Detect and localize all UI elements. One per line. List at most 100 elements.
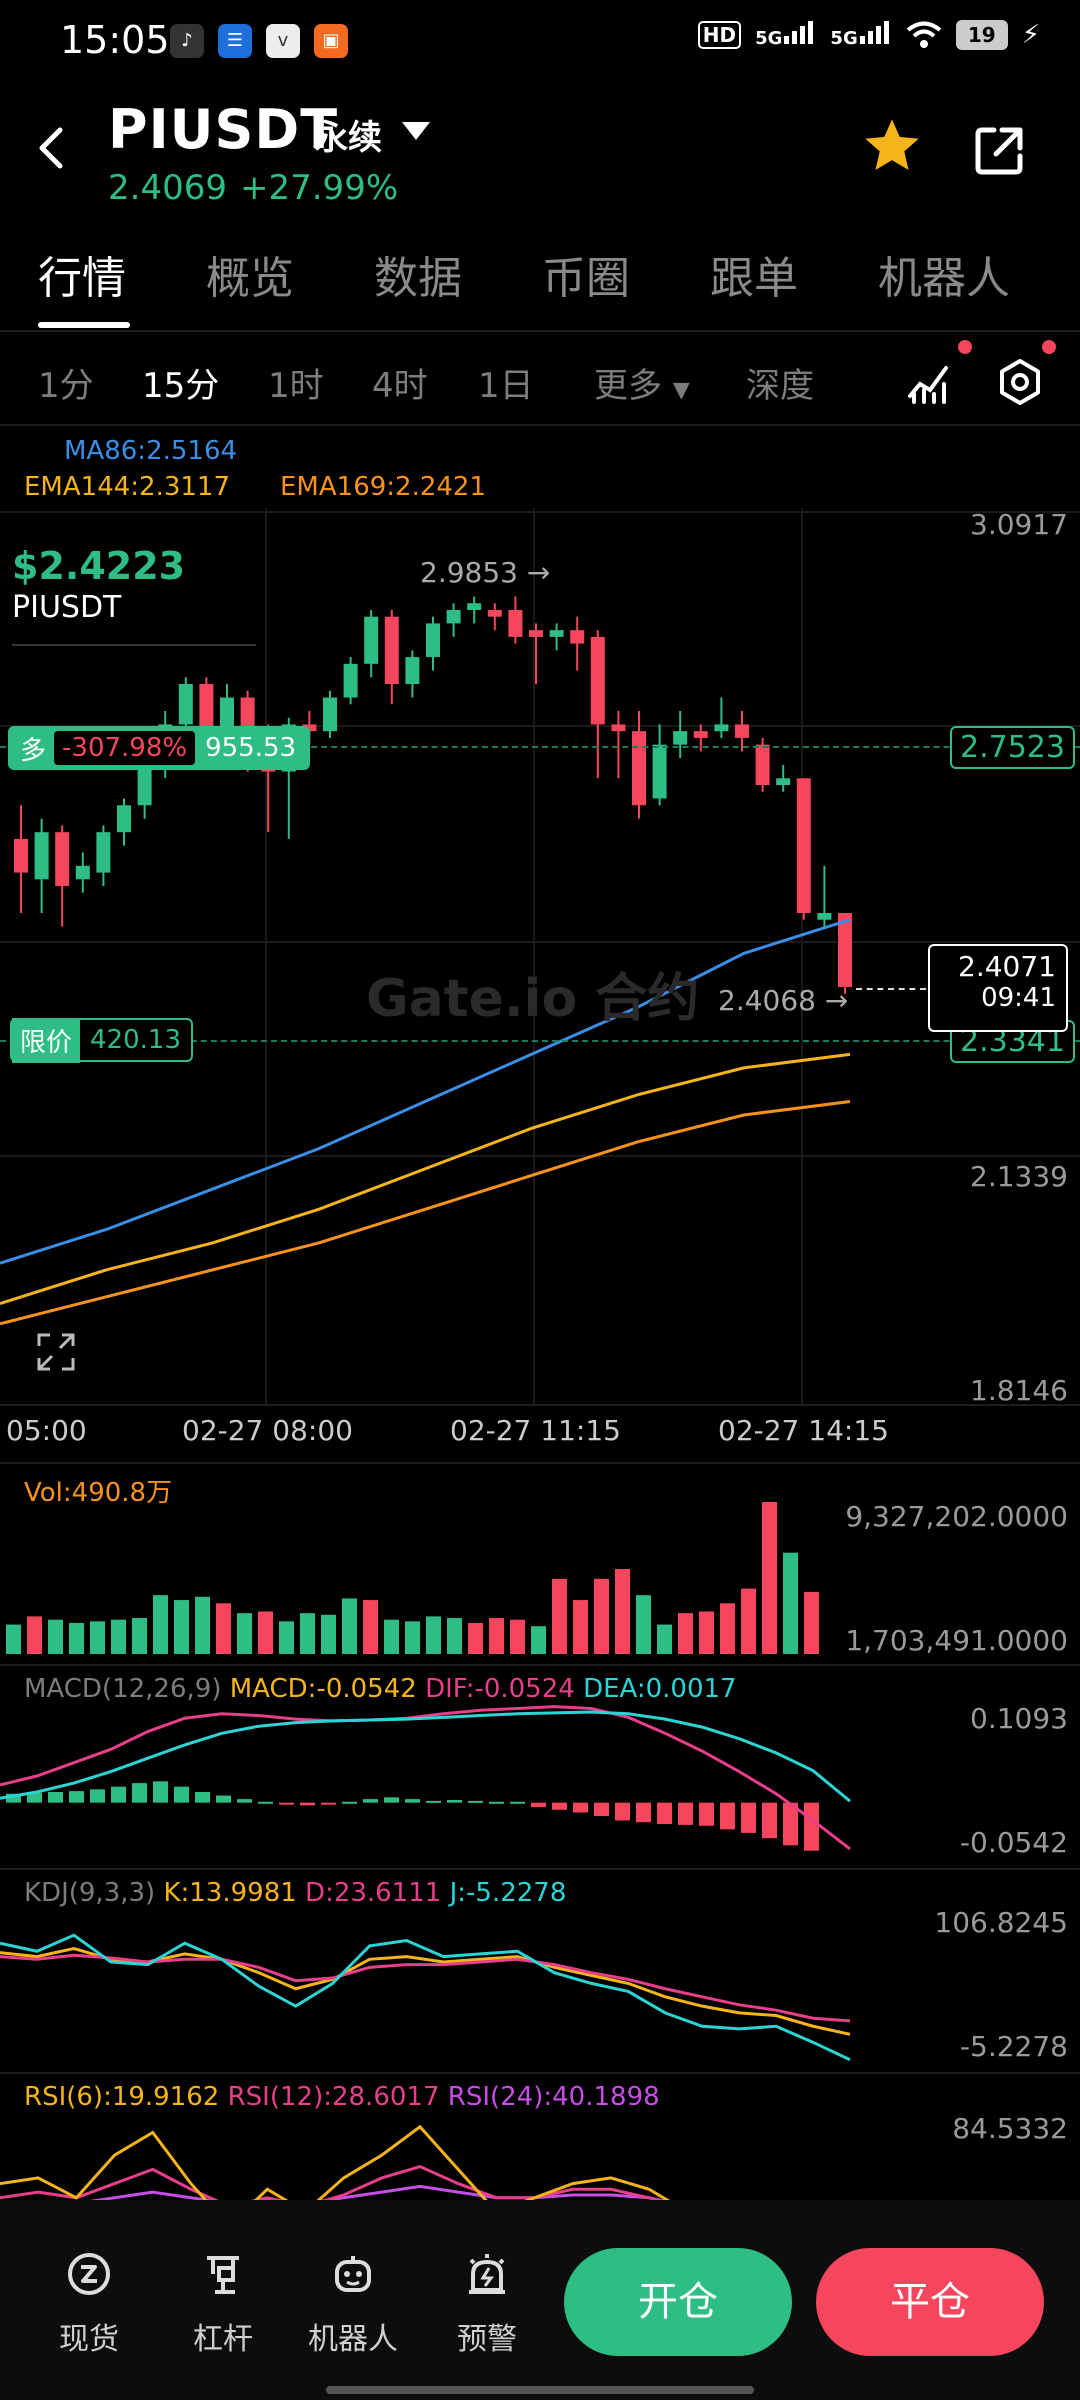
macd-hist-bar <box>594 1802 609 1816</box>
home-indicator[interactable] <box>326 2386 754 2394</box>
close-position-button[interactable]: 平仓 <box>816 2248 1044 2356</box>
signal-icon: 5G <box>755 20 816 50</box>
volume-chart[interactable] <box>0 1462 1080 1662</box>
candle-body <box>590 636 605 725</box>
volume-bar <box>6 1624 21 1654</box>
last-price-line <box>856 988 926 990</box>
contract-symbol[interactable]: PIUSDT <box>108 98 339 161</box>
volume-bar <box>237 1613 252 1654</box>
hd-icon: HD <box>697 21 742 49</box>
interval-1m[interactable]: 1分 <box>38 366 94 406</box>
chevron-down-icon[interactable] <box>402 122 430 140</box>
volume-max: 9,327,202.0000 <box>845 1500 1068 1533</box>
tab-bots[interactable]: 机器人 <box>878 253 1010 304</box>
volume-bar <box>531 1626 546 1654</box>
macd-hist-bar <box>615 1802 630 1821</box>
macd-hist-bar <box>321 1802 336 1805</box>
macd-hist-bar <box>741 1802 756 1833</box>
back-arrow-icon[interactable] <box>30 124 78 172</box>
rsi-chart[interactable] <box>0 2074 1080 2200</box>
bottom-nav: 现货 杠杆 机器人 预警 开仓 平仓 <box>0 2200 1080 2400</box>
charging-icon: ⚡ <box>1021 20 1040 50</box>
nav-alert[interactable]: 预警 <box>432 2250 542 2358</box>
volume-bar <box>384 1619 399 1654</box>
dif-line <box>0 1705 851 1851</box>
interval-1h[interactable]: 1时 <box>268 366 324 406</box>
caret-down-icon: ▼ <box>672 378 690 403</box>
candle-body <box>508 609 523 637</box>
kdj-max: 106.8245 <box>934 1906 1068 1939</box>
nav-margin[interactable]: 杠杆 <box>168 2250 278 2358</box>
macd-hist-bar <box>279 1802 294 1805</box>
volume-bar <box>615 1569 630 1654</box>
contract-type[interactable]: 永续 <box>314 118 382 158</box>
tab-copy-trading[interactable]: 跟单 <box>710 253 798 304</box>
volume-bar <box>195 1596 210 1654</box>
macd-hist-bar <box>111 1786 126 1803</box>
last-price: 2.4069 <box>108 168 227 208</box>
indicator-icon[interactable] <box>906 360 954 404</box>
tab-overview[interactable]: 概览 <box>206 253 294 304</box>
macd-hist-bar <box>552 1802 567 1810</box>
candle-body <box>426 623 440 658</box>
volume-bar <box>111 1619 126 1654</box>
candle-body <box>735 724 749 738</box>
candle-body <box>75 865 90 880</box>
limit-order-tag[interactable]: 限价 420.13 <box>10 1017 193 1063</box>
volume-label: Vol:490.8万 <box>24 1478 173 1508</box>
macd-hist-bar <box>132 1783 147 1803</box>
macd-hist-bar <box>678 1802 693 1825</box>
limit-line <box>0 1040 1080 1042</box>
candle-body <box>55 832 70 887</box>
candle-body <box>549 630 564 637</box>
alarm-icon <box>469 2254 505 2294</box>
position-tag[interactable]: 多 -307.98% 955.53 <box>8 726 311 770</box>
open-position-button[interactable]: 开仓 <box>564 2248 792 2356</box>
macd-hist-bar <box>363 1799 378 1803</box>
tab-market[interactable]: 行情 <box>38 253 126 304</box>
x-tick-1: 02-27 08:00 <box>182 1414 353 1447</box>
volume-bar <box>426 1616 441 1654</box>
fullscreen-icon[interactable] <box>36 1332 76 1372</box>
main-tabs: 行情 概览 数据 币圈 跟单 机器人 <box>0 236 1080 328</box>
kdj-d-line <box>0 1953 851 2023</box>
y-tick-bottom: 1.8146 <box>970 1374 1068 1407</box>
share-icon[interactable] <box>972 124 1026 178</box>
candle-body <box>323 697 337 732</box>
depth-tab[interactable]: 深度 <box>746 366 814 406</box>
volume-bar <box>363 1600 378 1654</box>
star-icon[interactable] <box>860 114 924 178</box>
interval-15m[interactable]: 15分 <box>142 366 220 406</box>
tab-community[interactable]: 币圈 <box>542 253 630 304</box>
macd-hist-bar <box>699 1802 714 1826</box>
interval-more[interactable]: 更多 ▼ <box>594 366 690 406</box>
volume-min: 1,703,491.0000 <box>845 1624 1068 1657</box>
nav-spot[interactable]: 现货 <box>34 2250 144 2358</box>
kdj-chart[interactable] <box>0 1870 1080 2070</box>
indicator-dot <box>958 340 972 354</box>
candle-body <box>817 912 832 920</box>
x-tick-2: 02-27 11:15 <box>450 1414 621 1447</box>
ma86-line <box>0 918 851 1265</box>
settings-icon[interactable] <box>996 358 1044 406</box>
candle-body <box>302 724 317 732</box>
volume-bar <box>594 1578 609 1654</box>
candle-body <box>220 697 234 732</box>
y-tick-mid: 2.1339 <box>970 1160 1068 1193</box>
candle-body <box>529 630 543 637</box>
macd-chart[interactable] <box>0 1666 1080 1866</box>
volume-bar <box>657 1624 672 1654</box>
interval-4h[interactable]: 4时 <box>372 366 428 406</box>
status-right: HD 5G 5G 19 ⚡ <box>697 20 1040 50</box>
interval-1d[interactable]: 1日 <box>478 366 534 406</box>
macd-hist-bar <box>447 1800 462 1803</box>
status-time: 15:05 <box>60 18 170 62</box>
candle-body <box>714 724 729 732</box>
tab-data[interactable]: 数据 <box>374 253 462 304</box>
candle-body <box>384 616 399 685</box>
nav-bot[interactable]: 机器人 <box>298 2250 408 2358</box>
rsi-max: 84.5332 <box>952 2112 1068 2145</box>
candle-body <box>611 724 626 732</box>
volume-bar <box>678 1613 693 1654</box>
candle-body <box>96 832 111 873</box>
